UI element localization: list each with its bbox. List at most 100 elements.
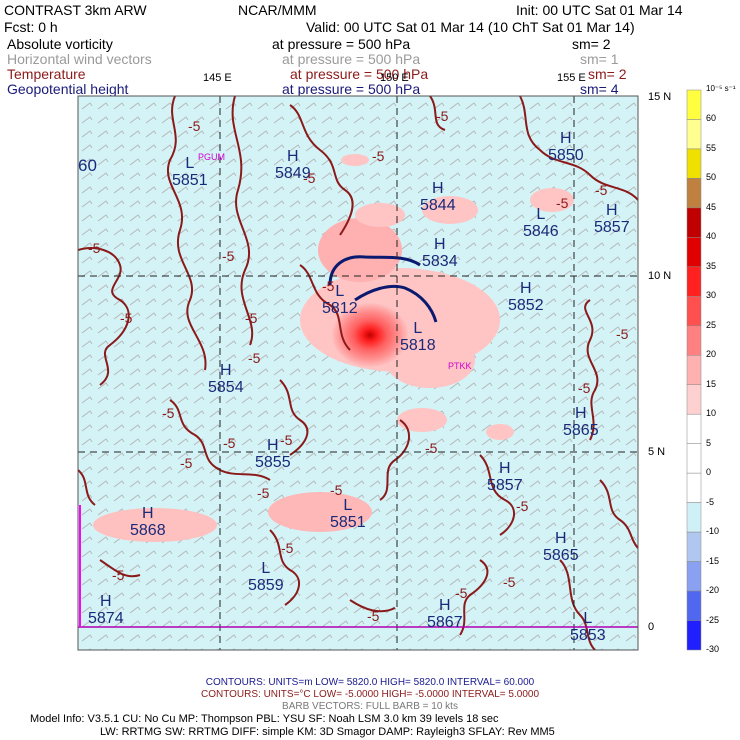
- temp-contour-label-10: -5: [372, 148, 385, 164]
- low-center-letter: L: [413, 320, 423, 337]
- temp-contour-label-19: -5: [281, 540, 294, 556]
- high-center-10: H 5868: [130, 505, 166, 539]
- colorbar-level-13: -5: [706, 496, 715, 507]
- field-sm-wind: sm= 1: [580, 51, 619, 67]
- colorbar-level-16: -20: [706, 585, 720, 596]
- high-center-letter: H: [100, 593, 112, 610]
- low-center-letter: L: [185, 155, 195, 172]
- lat-lon-grid: [78, 96, 638, 650]
- high-center-letter: H: [267, 437, 279, 454]
- model-info-line2: LW: RRTMG SW: RRTMG DIFF: simple KM: 3D …: [100, 726, 555, 738]
- temp-contour-label-15: -5: [616, 326, 629, 342]
- model-info-line1: Model Info: V3.5.1 CU: No Cu MP: Thompso…: [30, 713, 499, 725]
- lat-label-10n: 10 N: [648, 270, 672, 282]
- temp-contour-label-14: -5: [556, 195, 569, 211]
- high-center-letter: H: [520, 280, 532, 297]
- high-center-4: H 5834: [422, 236, 458, 270]
- high-center-6: H 5854: [208, 362, 244, 396]
- colorbar-swatch-5: [686, 237, 702, 268]
- high-center-letter: H: [439, 597, 451, 614]
- colorbar-swatch-13: [686, 472, 702, 503]
- center-label: NCAR/MMM: [238, 2, 317, 18]
- colorbar-swatch-6: [686, 266, 702, 297]
- temp-contour-label-4: -5: [222, 248, 235, 264]
- low-center-letter: L: [261, 560, 271, 577]
- low-center-2: L 5812: [322, 283, 358, 317]
- high-center-value: 5852: [508, 297, 544, 314]
- field-level-geopotential: at pressure = 500 hPa: [282, 81, 421, 97]
- init-time: Init: 00 UTC Sat 01 Mar 14: [516, 2, 683, 18]
- colorbar-swatch-2: [686, 148, 702, 179]
- low-center-value: 5812: [322, 300, 358, 317]
- field-level-wind: at pressure = 500 hPa: [282, 51, 421, 67]
- temp-contour-label-13: -5: [595, 182, 608, 198]
- high-center-11: H 5865: [543, 530, 579, 564]
- lon-label-150: 150 E: [380, 72, 409, 84]
- temp-contour-label-8: -5: [303, 170, 316, 186]
- temp-contour-label-25: -5: [180, 455, 193, 471]
- colorbar-level-2: 50: [706, 172, 717, 183]
- low-center-letter: L: [536, 206, 546, 223]
- high-center-value: 5874: [88, 610, 124, 627]
- temp-contour-label-17: -5: [425, 440, 438, 456]
- high-center-7: H 5855: [255, 437, 291, 471]
- high-center-8: H 5865: [563, 405, 599, 439]
- colorbar-level-17: -25: [706, 614, 720, 625]
- colorbar-swatch-1: [686, 119, 702, 150]
- geopotential-contours: [328, 255, 438, 323]
- high-center-value: 5854: [208, 379, 244, 396]
- colorbar-level-5: 35: [706, 260, 717, 271]
- forecast-hour: Fcst: 0 h: [4, 19, 58, 35]
- low-center-letter: L: [583, 610, 593, 627]
- colorbar-swatch-4: [686, 207, 702, 238]
- high-center-value: 5857: [594, 219, 630, 236]
- colorbar-level-0: 60: [706, 113, 717, 124]
- map-frame: [77, 95, 639, 651]
- field-name-wind: Horizontal wind vectors: [7, 51, 152, 67]
- colorbar-level-8: 20: [706, 349, 717, 360]
- low-center-letter: L: [335, 283, 345, 300]
- temp-contour-label-20: -5: [112, 567, 125, 583]
- low-center-6: L 5853: [570, 610, 606, 644]
- temp-contour-label-11: -5: [330, 482, 343, 498]
- low-center-value: 5851: [172, 172, 208, 189]
- temp-contour-label-3: -5: [188, 118, 201, 134]
- field-name-vorticity: Absolute vorticity: [7, 36, 113, 52]
- temp-contour-label-9: -5: [322, 278, 335, 294]
- high-center-value: 5850: [548, 147, 584, 164]
- colorbar-level-11: 5: [706, 437, 712, 448]
- field-sm-vorticity: sm= 2: [572, 36, 611, 52]
- colorbar-swatch-15: [686, 531, 702, 562]
- temp-contour-label-16: -5: [578, 380, 591, 396]
- temp-contour-label-24: -5: [455, 585, 468, 601]
- high-center-letter: H: [287, 148, 299, 165]
- colorbar-swatch-14: [686, 502, 702, 533]
- high-center-value: 5865: [563, 422, 599, 439]
- colorbar-swatch-17: [686, 590, 702, 621]
- lon-label-155: 155 E: [557, 72, 586, 84]
- high-center-letter: H: [142, 505, 154, 522]
- lat-label-0: 0: [648, 621, 655, 633]
- colorbar-level-4: 40: [706, 231, 717, 242]
- field-sm-temperature: sm= 2: [588, 66, 627, 82]
- temp-contour-label-7: -5: [280, 432, 293, 448]
- high-center-letter: H: [499, 460, 511, 477]
- high-center-letter: H: [220, 362, 232, 379]
- low-center-value: 5818: [400, 337, 436, 354]
- plot-title: CONTRAST 3km ARW: [4, 2, 147, 18]
- colorbar-swatch-9: [686, 355, 702, 385]
- field-level-vorticity: at pressure = 500 hPa: [272, 36, 411, 52]
- low-center-value: 5853: [570, 627, 606, 644]
- wind-barb-field: [78, 96, 638, 650]
- low-center-value: 5859: [248, 577, 284, 594]
- colorbar-level-3: 45: [706, 201, 717, 212]
- low-center-4: L 5851: [330, 497, 366, 531]
- high-center-9: H 5857: [487, 460, 523, 494]
- temp-contour-label-22: -5: [367, 608, 380, 624]
- field-sm-geopotential: sm= 4: [580, 81, 619, 97]
- field-name-geopotential: Geopotential height: [7, 81, 129, 97]
- high-center-letter: H: [555, 530, 567, 547]
- colorbar-level-6: 30: [706, 290, 717, 301]
- colorbar-level-1: 55: [706, 142, 717, 153]
- low-center-letter: L: [343, 497, 353, 514]
